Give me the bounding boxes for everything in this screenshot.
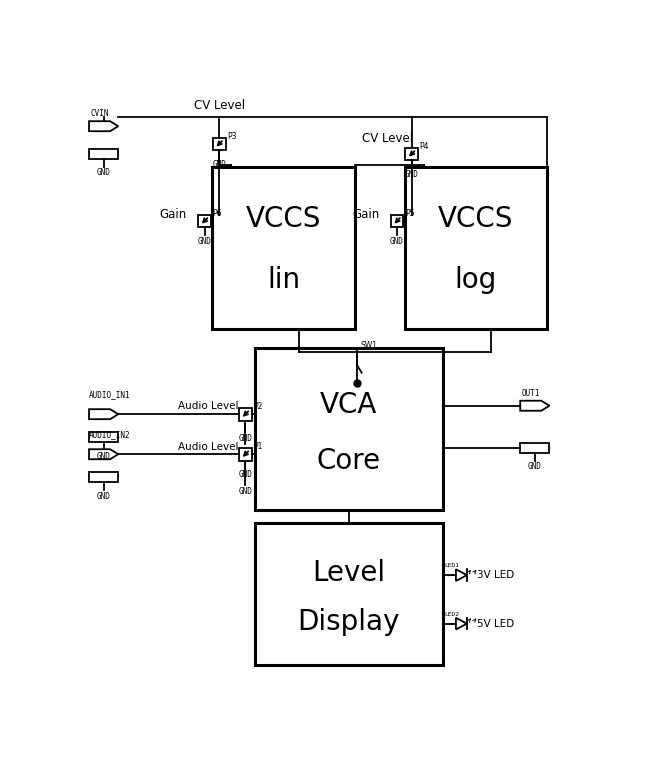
Text: P6: P6: [212, 209, 222, 218]
Text: Display: Display: [298, 608, 400, 636]
Text: GND: GND: [238, 433, 253, 443]
Text: GND: GND: [97, 491, 111, 501]
Text: P5: P5: [405, 209, 414, 218]
Text: 5V LED: 5V LED: [477, 619, 514, 629]
Text: P1: P1: [253, 443, 263, 452]
Text: AUDIO_IN2: AUDIO_IN2: [89, 430, 131, 439]
Bar: [89, 433, 118, 443]
Text: GND: GND: [405, 169, 419, 179]
Text: Gain: Gain: [352, 208, 379, 221]
Bar: [198, 214, 211, 227]
Text: VCCS: VCCS: [246, 204, 321, 233]
Text: SW1: SW1: [360, 340, 377, 349]
Bar: [213, 137, 226, 150]
Text: CVIN: CVIN: [91, 109, 109, 118]
Text: LED1: LED1: [445, 563, 460, 568]
Bar: [89, 149, 118, 159]
Bar: [239, 448, 252, 461]
Text: P4: P4: [420, 142, 429, 151]
Text: GND: GND: [238, 487, 253, 496]
Bar: [391, 214, 403, 227]
Text: GND: GND: [390, 237, 404, 246]
Text: GND: GND: [528, 462, 542, 472]
Text: OUT1: OUT1: [522, 389, 540, 398]
Bar: [255, 523, 444, 665]
Bar: [212, 167, 355, 329]
Text: Gain: Gain: [160, 208, 187, 221]
Polygon shape: [89, 449, 118, 459]
Polygon shape: [456, 569, 467, 581]
Text: CV Level: CV Level: [194, 98, 245, 111]
Text: GND: GND: [97, 452, 111, 461]
Bar: [239, 408, 252, 420]
Text: P3: P3: [227, 132, 236, 141]
Text: GND: GND: [238, 470, 253, 479]
Bar: [405, 167, 547, 329]
Bar: [89, 472, 118, 482]
Polygon shape: [89, 409, 118, 419]
Text: GND: GND: [212, 159, 226, 169]
Text: VCA: VCA: [320, 391, 377, 419]
Polygon shape: [89, 121, 118, 131]
Text: lin: lin: [267, 266, 300, 295]
Text: Audio Level: Audio Level: [178, 401, 238, 411]
Polygon shape: [520, 401, 550, 410]
Bar: [255, 348, 444, 510]
Polygon shape: [456, 618, 467, 629]
Text: Audio Level: Audio Level: [178, 442, 238, 452]
Text: Core: Core: [317, 447, 381, 475]
Text: GND: GND: [97, 168, 111, 177]
Text: AUDIO_IN1: AUDIO_IN1: [89, 390, 131, 399]
Text: 3V LED: 3V LED: [477, 570, 514, 580]
Text: Level: Level: [313, 559, 385, 587]
Text: LED2: LED2: [445, 612, 460, 617]
Bar: [520, 443, 550, 453]
Text: log: log: [455, 266, 497, 295]
Bar: [405, 147, 418, 160]
Text: GND: GND: [198, 237, 212, 246]
Text: P2: P2: [253, 402, 263, 411]
Text: CV Level: CV Level: [362, 132, 413, 145]
Text: VCCS: VCCS: [438, 204, 514, 233]
